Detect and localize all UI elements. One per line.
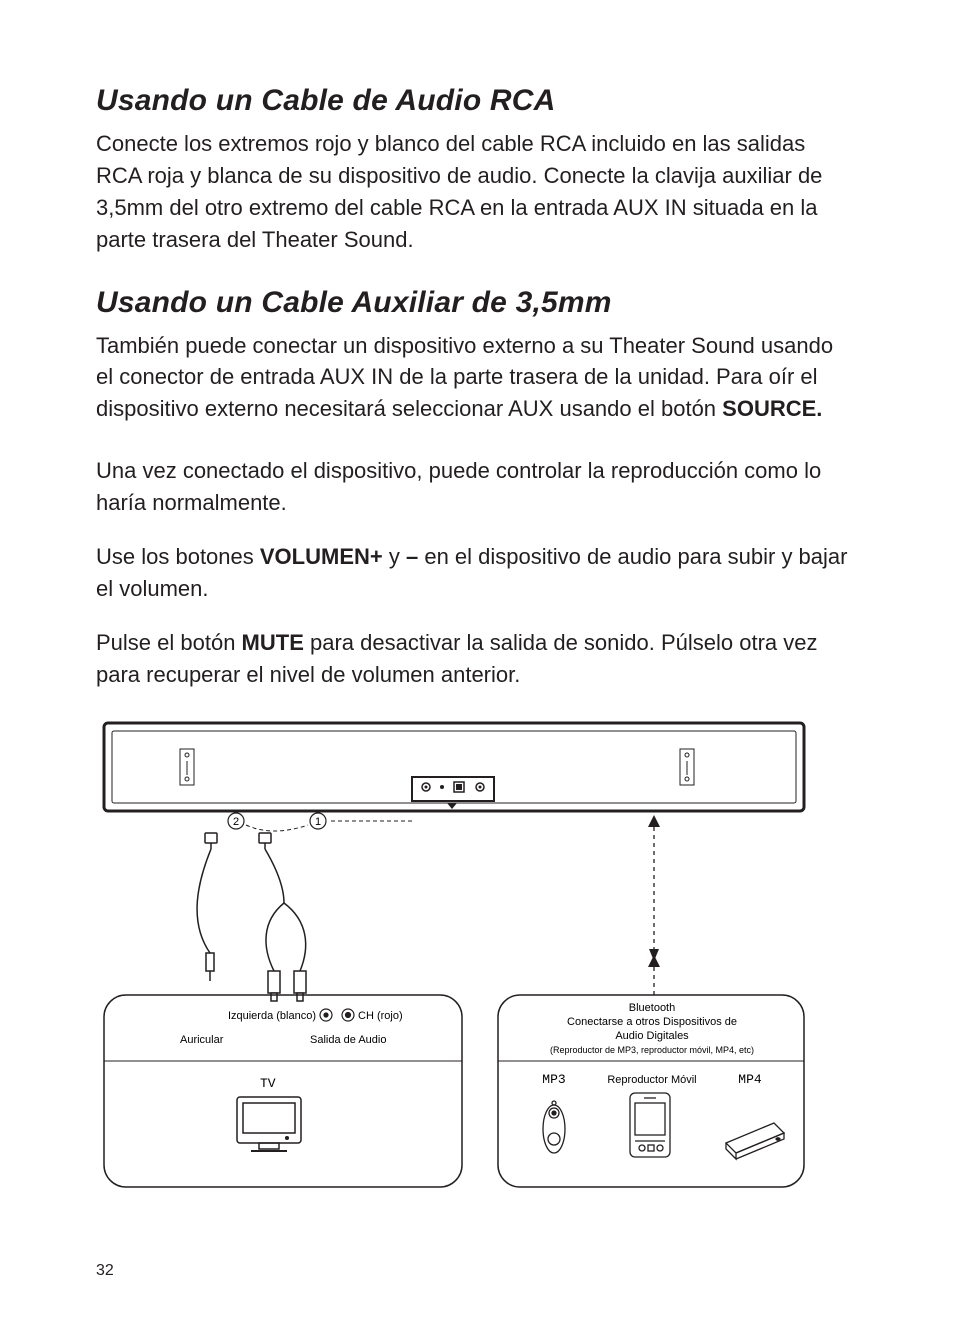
section2-p2: Una vez conectado el dispositivo, puede … (96, 455, 856, 519)
page-number: 32 (96, 1262, 114, 1280)
label-mp3: MP3 (542, 1072, 565, 1087)
label-bt-line1: Conectarse a otros Dispositivos de (567, 1016, 737, 1028)
section1-title: Usando un Cable de Audio RCA (96, 84, 856, 118)
p3-volumen: VOLUMEN+ (260, 544, 383, 569)
section2-p1: También puede conectar un dispositivo ex… (96, 330, 856, 426)
diagram-number-2: 2 (233, 816, 239, 828)
label-reproductor: Reproductor Móvil (607, 1074, 696, 1086)
label-tv: TV (260, 1076, 276, 1091)
p1-bold-source: SOURCE. (722, 396, 822, 421)
p3-mid: y (383, 544, 406, 569)
label-bt-line3: (Reproductor de MP3, reproductor móvil, … (550, 1045, 754, 1055)
p4-mute: MUTE (242, 630, 304, 655)
label-ch-rojo: CH (rojo) (358, 1010, 403, 1022)
label-izquierda: Izquierda (blanco) (228, 1010, 316, 1022)
section2-title: Usando un Cable Auxiliar de 3,5mm (96, 286, 856, 320)
label-salida-audio: Salida de Audio (310, 1034, 386, 1046)
label-bluetooth: Bluetooth (629, 1002, 675, 1014)
section1-p1: Conecte los extremos rojo y blanco del c… (96, 128, 856, 256)
label-mp4: MP4 (738, 1072, 762, 1087)
label-auricular: Auricular (180, 1034, 224, 1046)
p3-pre: Use los botones (96, 544, 260, 569)
label-bt-line2: Audio Digitales (615, 1030, 689, 1042)
section2-p3: Use los botones VOLUMEN+ y – en el dispo… (96, 541, 856, 605)
p4-pre: Pulse el botón (96, 630, 242, 655)
connection-diagram: 1 2 Izquierda (blanco) CH (rojo) (102, 721, 806, 1196)
p3-minus: – (406, 544, 418, 569)
diagram-number-1: 1 (315, 816, 321, 828)
section2-p4: Pulse el botón MUTE para desactivar la s… (96, 627, 856, 691)
